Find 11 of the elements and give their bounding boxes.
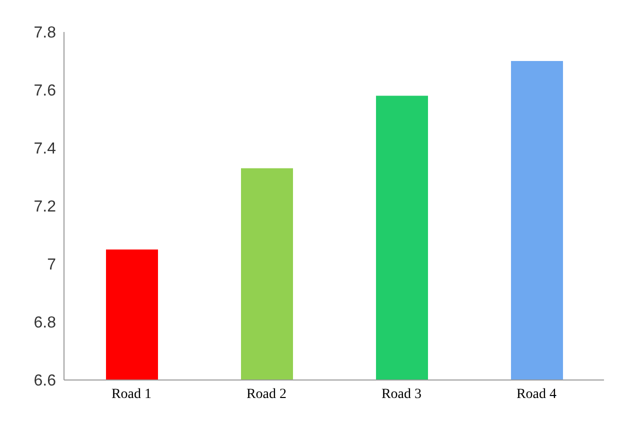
x-tick-label: Road 4 bbox=[516, 386, 557, 402]
x-tick-label: Road 3 bbox=[381, 386, 422, 402]
y-tick-label: 7 bbox=[47, 256, 56, 274]
y-tick-label: 6.8 bbox=[34, 314, 56, 332]
x-tick-label: Road 2 bbox=[246, 386, 287, 402]
y-tick-label: 7.2 bbox=[34, 198, 56, 216]
y-tick-label: 6.6 bbox=[34, 372, 56, 390]
y-tick-label: 7.4 bbox=[34, 140, 56, 158]
y-tick-label: 7.8 bbox=[34, 24, 56, 42]
x-tick-label: Road 1 bbox=[111, 386, 152, 402]
y-tick-label: 7.6 bbox=[34, 82, 56, 100]
